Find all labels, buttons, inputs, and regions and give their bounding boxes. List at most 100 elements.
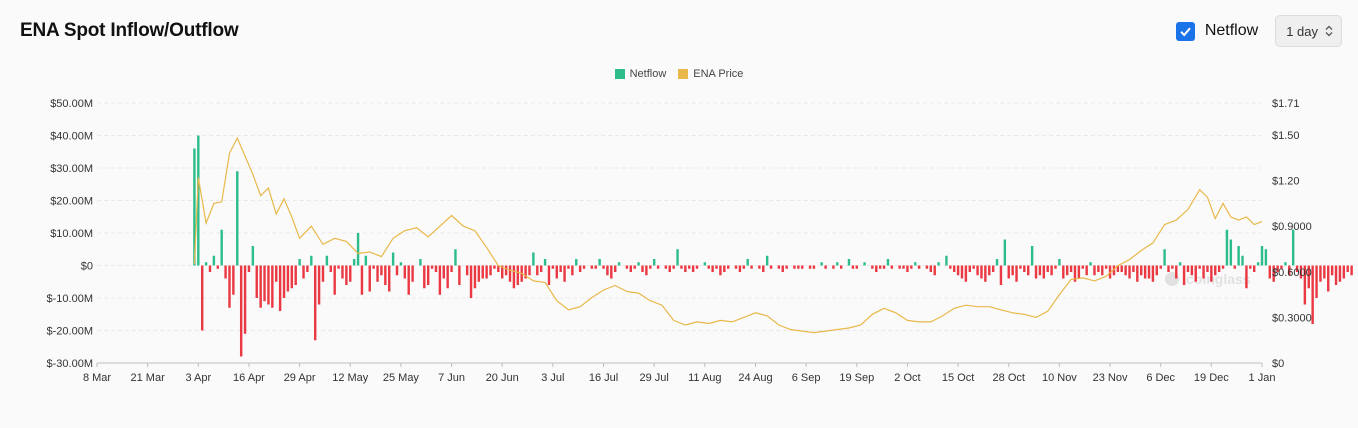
netflow-bar[interactable] (1081, 265, 1084, 269)
netflow-bar[interactable] (898, 265, 901, 269)
netflow-bar[interactable] (216, 265, 219, 269)
netflow-bar[interactable] (1323, 265, 1326, 279)
netflow-bar[interactable] (1128, 265, 1131, 279)
netflow-bar[interactable] (984, 265, 987, 282)
netflow-bar[interactable] (325, 255, 329, 266)
netflow-bar[interactable] (1143, 265, 1147, 279)
netflow-bar[interactable] (1167, 265, 1170, 273)
netflow-bar[interactable] (512, 265, 516, 289)
netflow-bar[interactable] (536, 265, 539, 276)
netflow-bar[interactable] (1136, 265, 1139, 282)
netflow-bar[interactable] (263, 265, 266, 302)
netflow-bar[interactable] (652, 259, 656, 266)
netflow-bar[interactable] (271, 265, 274, 308)
netflow-bar[interactable] (1007, 265, 1010, 279)
netflow-bar[interactable] (578, 265, 582, 273)
netflow-bar[interactable] (543, 259, 547, 266)
netflow-bar[interactable] (337, 265, 340, 269)
netflow-bar[interactable] (707, 265, 710, 269)
netflow-bar[interactable] (286, 265, 290, 292)
netflow-bar[interactable] (508, 265, 512, 282)
netflow-bar[interactable] (450, 265, 453, 273)
netflow-bar[interactable] (1330, 265, 1334, 276)
netflow-bar[interactable] (1186, 265, 1190, 273)
netflow-bar[interactable] (1116, 265, 1120, 273)
netflow-bar[interactable] (220, 229, 223, 266)
netflow-bar[interactable] (243, 265, 247, 334)
netflow-bar[interactable] (836, 262, 839, 266)
netflow-bar[interactable] (1202, 265, 1205, 279)
netflow-bar[interactable] (559, 265, 562, 273)
netflow-bar[interactable] (1198, 265, 1201, 269)
netflow-bar[interactable] (1190, 265, 1194, 276)
netflow-bar[interactable] (1276, 265, 1279, 273)
netflow-bar[interactable] (1023, 265, 1026, 273)
netflow-bar[interactable] (1245, 265, 1248, 289)
netflow-bar[interactable] (1299, 265, 1303, 279)
netflow-bar[interactable] (914, 262, 917, 266)
netflow-bar[interactable] (1171, 265, 1174, 269)
netflow-bar[interactable] (1019, 265, 1022, 269)
netflow-bar[interactable] (645, 265, 648, 276)
netflow-bar[interactable] (497, 265, 500, 273)
netflow-bar[interactable] (551, 265, 555, 269)
netflow-bar[interactable] (1210, 265, 1213, 282)
netflow-bar[interactable] (980, 265, 983, 279)
netflow-bar[interactable] (1194, 265, 1197, 282)
netflow-bar[interactable] (727, 265, 730, 269)
netflow-bar[interactable] (637, 262, 640, 266)
netflow-bar[interactable] (1307, 265, 1310, 289)
netflow-toggle-label[interactable]: Netflow (1204, 22, 1259, 39)
netflow-bar[interactable] (516, 265, 520, 286)
netflow-bar[interactable] (489, 265, 492, 276)
netflow-bar[interactable] (629, 265, 633, 273)
netflow-bar[interactable] (1284, 262, 1287, 266)
netflow-bar[interactable] (995, 259, 999, 266)
netflow-bar[interactable] (1054, 265, 1057, 269)
netflow-bar[interactable] (1027, 265, 1030, 276)
netflow-bar[interactable] (1069, 265, 1073, 273)
netflow-bar[interactable] (282, 265, 286, 299)
netflow-checkbox[interactable] (1175, 21, 1195, 41)
netflow-bar[interactable] (949, 265, 952, 269)
netflow-bar[interactable] (228, 265, 231, 308)
netflow-bar[interactable] (933, 265, 936, 276)
netflow-bar[interactable] (988, 265, 991, 276)
netflow-bar[interactable] (1233, 265, 1236, 269)
netflow-bar[interactable] (1334, 265, 1338, 286)
netflow-bar[interactable] (1350, 265, 1353, 276)
netflow-bar[interactable] (208, 265, 212, 273)
netflow-bar[interactable] (1077, 265, 1081, 279)
netflow-bar[interactable] (438, 265, 442, 295)
netflow-bar[interactable] (976, 265, 979, 276)
netflow-bar[interactable] (504, 265, 508, 276)
netflow-bar[interactable] (1182, 265, 1186, 286)
netflow-bar[interactable] (563, 265, 566, 282)
netflow-bar[interactable] (824, 265, 827, 269)
netflow-bar[interactable] (539, 265, 543, 273)
netflow-bar[interactable] (473, 265, 477, 289)
netflow-bar[interactable] (871, 265, 874, 269)
netflow-bar[interactable] (380, 265, 383, 276)
netflow-bar[interactable] (567, 265, 570, 269)
netflow-bar[interactable] (267, 265, 270, 305)
netflow-bar[interactable] (372, 265, 375, 269)
netflow-bar[interactable] (664, 265, 668, 269)
netflow-bar[interactable] (610, 265, 613, 279)
netflow-bar[interactable] (1256, 262, 1260, 266)
netflow-bar[interactable] (259, 265, 262, 308)
netflow-bar[interactable] (1249, 265, 1252, 269)
netflow-bar[interactable] (656, 265, 660, 269)
netflow-bar[interactable] (688, 265, 691, 269)
netflow-bar[interactable] (1346, 265, 1349, 273)
netflow-bar[interactable] (1140, 265, 1143, 276)
netflow-bar[interactable] (925, 265, 929, 269)
netflow-bar[interactable] (929, 265, 933, 273)
netflow-bar[interactable] (1132, 265, 1135, 273)
netflow-bar[interactable] (602, 265, 605, 269)
netflow-bar[interactable] (575, 259, 578, 266)
netflow-bar[interactable] (746, 259, 749, 266)
netflow-bar[interactable] (477, 265, 481, 282)
netflow-bar[interactable] (1147, 265, 1151, 279)
netflow-bar[interactable] (224, 265, 227, 279)
